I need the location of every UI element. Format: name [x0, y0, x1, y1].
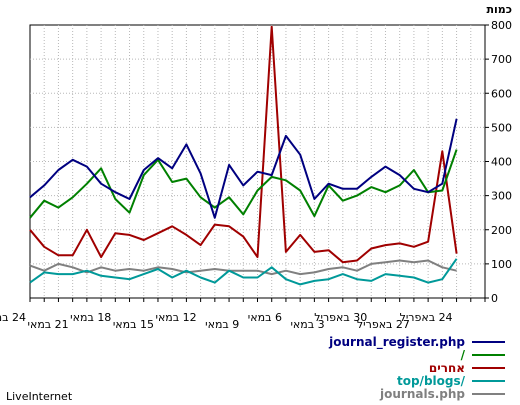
y-tick-label: 500	[491, 121, 512, 134]
x-tick-label: 3 במאי	[290, 318, 324, 331]
x-tick-label: 27 באפריל	[357, 318, 410, 331]
y-tick-label: 700	[491, 53, 512, 66]
y-tick-label: 0	[491, 292, 498, 305]
y-tick-label: 800	[491, 19, 512, 32]
legend-entry: journals.php	[379, 387, 465, 401]
x-tick-label: 24 באפריל	[400, 311, 453, 324]
grid	[30, 25, 485, 298]
y-unit-label: כמות	[487, 3, 512, 16]
y-tick-label: 100	[491, 258, 512, 271]
series-line	[29, 258, 458, 286]
legend-entry: journal_register.php	[328, 335, 465, 350]
legend-entry: top/blogs/	[397, 374, 466, 388]
series-line	[29, 118, 458, 219]
x-tick-label: 18 במאי	[70, 311, 111, 324]
x-tick-label: 30 באפריל	[314, 311, 367, 324]
x-tick-label: 21 במאי	[28, 318, 69, 331]
x-tick-label: 15 במאי	[113, 318, 154, 331]
series-line	[29, 25, 458, 264]
footer-brand: LiveInternet	[6, 390, 73, 403]
series-line	[29, 259, 457, 276]
y-tick-label: 200	[491, 224, 512, 237]
legend-entry: /	[461, 348, 466, 362]
y-tick-label: 400	[491, 156, 512, 169]
x-tick-label: 9 במאי	[205, 318, 239, 331]
legend: journal_register.php/אחריםtop/blogs/jour…	[328, 335, 505, 401]
y-tick-label: 600	[491, 87, 512, 100]
x-tick-label: 24 במאי	[0, 311, 26, 324]
series-line	[29, 149, 458, 219]
series-lines	[29, 25, 458, 286]
x-tick-label: 6 במאי	[248, 311, 282, 324]
y-axis: 0 100 200 300 400 500 600 700 800	[485, 19, 512, 305]
x-tick-label: 12 במאי	[155, 311, 196, 324]
y-tick-label: 300	[491, 190, 512, 203]
legend-entry: אחרים	[429, 361, 465, 375]
